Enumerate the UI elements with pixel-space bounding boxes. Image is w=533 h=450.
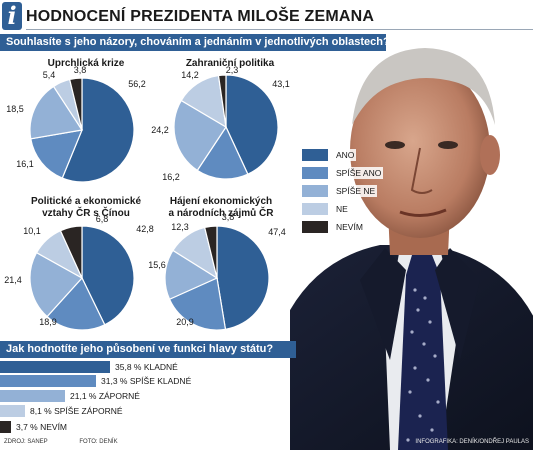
legend-swatch bbox=[302, 185, 328, 197]
pie-value-label: 20,9 bbox=[176, 317, 194, 327]
pie-title: Politické a ekonomické bbox=[31, 196, 141, 207]
pie-value-label: 18,5 bbox=[6, 104, 24, 114]
pie-value-label: 16,1 bbox=[16, 159, 34, 169]
bar-label: 8,1 % SPÍŠE ZÁPORNÉ bbox=[30, 406, 123, 416]
pie-value-label: 5,4 bbox=[43, 70, 56, 80]
legend-swatch bbox=[302, 221, 328, 233]
pie-slice-nevím bbox=[217, 74, 227, 128]
page-title: HODNOCENÍ PREZIDENTA MILOŠE ZEMANA bbox=[26, 8, 375, 25]
footer-sources: ZDROJ: SANEP FOTO: DENÍK bbox=[4, 439, 148, 445]
pie-slice-nevím bbox=[68, 77, 83, 131]
legend-label: NE bbox=[334, 203, 350, 215]
legend-label: NEVÍM bbox=[334, 221, 365, 233]
pie-chart: 42,8 18,9 21,4 10,1 6,8 Politické a ekonomick… bbox=[4, 196, 154, 331]
pie-title: Hájení ekonomických bbox=[170, 196, 272, 207]
bar bbox=[0, 375, 96, 387]
pie-title: Uprchlická krize bbox=[48, 58, 125, 69]
pie-value-label: 24,2 bbox=[151, 125, 169, 135]
graphic-credit: INFOGRAFIKA: DENÍK/ONDŘEJ PAULAS bbox=[415, 439, 529, 445]
pie-value-label: 3,8 bbox=[74, 65, 87, 75]
pie-title: a národních zájmů ČR bbox=[168, 206, 274, 219]
bar-label: 35,8 % KLADNÉ bbox=[115, 362, 178, 372]
pie-value-label: 47,4 bbox=[268, 227, 286, 237]
question-areas-heading: Souhlasíte s jeho názory, chováním a jed… bbox=[0, 34, 419, 51]
legend-swatch bbox=[302, 149, 328, 161]
bar-row: 3,7 % NEVÍM bbox=[0, 421, 300, 433]
pie-title: Zahraniční politika bbox=[186, 58, 275, 69]
photo-credit: FOTO: DENÍK bbox=[79, 439, 118, 445]
pie-value-label: 10,1 bbox=[23, 226, 41, 236]
source-credit: ZDROJ: SANEP bbox=[4, 439, 48, 445]
legend-label: ANO bbox=[334, 149, 357, 161]
president-photo bbox=[290, 30, 533, 450]
bar-row: 8,1 % SPÍŠE ZÁPORNÉ bbox=[0, 405, 300, 417]
pie-value-label: 2,3 bbox=[226, 65, 239, 75]
info-icon: i bbox=[2, 2, 22, 30]
legend-label: SPÍŠE ANO bbox=[334, 167, 384, 179]
pie-value-label: 42,8 bbox=[136, 224, 154, 234]
pie-value-label: 16,2 bbox=[162, 172, 180, 182]
pie-slice-ano bbox=[61, 77, 135, 183]
pie-value-label: 6,8 bbox=[96, 214, 109, 224]
bar-label: 21,1 % ZÁPORNÉ bbox=[70, 391, 140, 401]
header: i HODNOCENÍ PREZIDENTA MILOŠE ZEMANA bbox=[0, 0, 533, 34]
pie-value-label: 56,2 bbox=[128, 79, 146, 89]
pie-slice-spíše-ano bbox=[196, 125, 249, 180]
legend-swatch bbox=[302, 167, 328, 179]
pie-value-label: 43,1 bbox=[272, 79, 290, 89]
pie-slice-spíše-ne bbox=[164, 249, 219, 301]
legend-swatch bbox=[302, 203, 328, 215]
pie-value-label: 14,2 bbox=[181, 70, 199, 80]
bar bbox=[0, 421, 11, 433]
pie-slice-nevím bbox=[59, 225, 83, 279]
pie-slice-spíše-ne bbox=[29, 251, 83, 318]
pie-title: vztahy ČR s Čínou bbox=[42, 206, 130, 219]
bar-row: 35,8 % KLADNÉ bbox=[0, 361, 300, 373]
bar-label: 31,3 % SPÍŠE KLADNÉ bbox=[101, 376, 192, 386]
pie-slice-spíše-ano bbox=[168, 277, 227, 331]
bar-row: 21,1 % ZÁPORNÉ bbox=[0, 390, 300, 402]
pie-value-label: 3,8 bbox=[222, 212, 235, 222]
bar-row: 31,3 % SPÍŠE KLADNÉ bbox=[0, 375, 300, 387]
pie-chart: 47,4 20,9 15,6 12,3 3,8 Hájení ekonomickýcha … bbox=[148, 196, 286, 331]
pie-value-label: 15,6 bbox=[148, 260, 166, 270]
pie-slice-spíše-ne bbox=[29, 85, 84, 140]
pie-value-label: 12,3 bbox=[171, 222, 189, 232]
pie-slice-ano bbox=[81, 225, 135, 326]
bar bbox=[0, 361, 110, 373]
pie-value-label: 21,4 bbox=[4, 275, 22, 285]
legend-label: SPÍŠE NE bbox=[334, 185, 378, 197]
pie-slice-spíše-ano bbox=[30, 129, 83, 179]
bar bbox=[0, 390, 65, 402]
question-overall-heading: Jak hodnotíte jeho působení ve funkci hl… bbox=[0, 341, 296, 358]
bar bbox=[0, 405, 25, 417]
pie-slice-nevím bbox=[203, 225, 218, 279]
pie-value-label: 18,9 bbox=[39, 317, 57, 327]
pie-slice-spíše-ano bbox=[46, 276, 106, 331]
bar-label: 3,7 % NEVÍM bbox=[16, 422, 68, 432]
pie-slice-spíše-ne bbox=[173, 99, 227, 172]
president-photo-illustration bbox=[290, 48, 533, 450]
pie-slice-ano bbox=[225, 74, 279, 175]
title-divider bbox=[26, 29, 533, 30]
pie-slice-ano bbox=[216, 225, 270, 330]
